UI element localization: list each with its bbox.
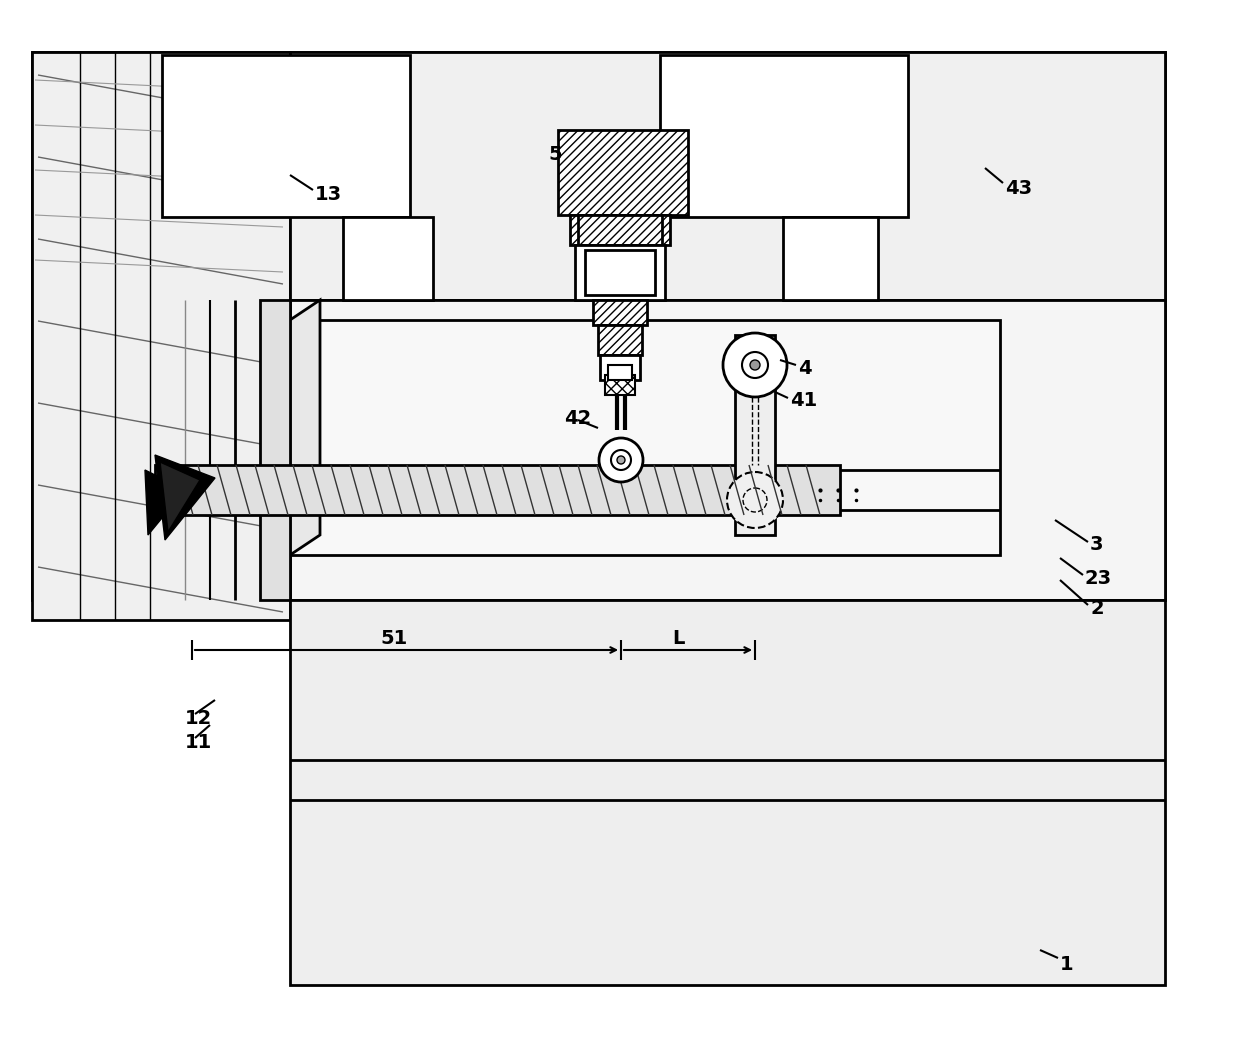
Polygon shape [290,320,999,555]
Polygon shape [32,52,290,620]
Text: 4: 4 [799,358,812,377]
Bar [558,130,688,215]
Polygon shape [290,52,1166,300]
Bar [598,325,642,355]
Bar [608,365,632,380]
Bar [593,300,647,325]
Polygon shape [155,455,215,540]
Text: L: L [672,629,684,648]
Circle shape [727,472,782,528]
Circle shape [750,361,760,370]
Bar [162,54,410,217]
Bar [600,355,640,380]
Text: 42: 42 [564,409,591,428]
Text: 3: 3 [1090,536,1104,554]
Circle shape [743,488,768,512]
Polygon shape [145,470,185,534]
Circle shape [611,450,631,470]
Text: 1: 1 [1060,956,1074,975]
Circle shape [742,352,768,378]
Polygon shape [32,52,1166,601]
Text: 51: 51 [379,629,407,648]
Bar [782,217,878,300]
Text: 5: 5 [548,146,562,165]
Polygon shape [260,300,290,601]
Bar [570,215,670,245]
Circle shape [723,333,787,397]
Text: 43: 43 [1004,178,1032,197]
Text: 2: 2 [1090,598,1104,617]
Bar [585,250,655,294]
Bar [578,215,662,245]
Text: 41: 41 [790,391,817,410]
Bar [343,217,433,300]
Polygon shape [155,465,839,515]
Text: 23: 23 [1085,568,1112,588]
Text: 13: 13 [315,185,342,204]
Bar [575,245,665,300]
Bar [735,335,775,534]
Bar [605,375,635,395]
Circle shape [599,438,644,482]
Text: 11: 11 [185,733,212,751]
Polygon shape [290,601,1166,985]
Polygon shape [290,300,1166,601]
Polygon shape [160,462,200,532]
Circle shape [618,456,625,464]
Bar [660,54,908,217]
Text: 12: 12 [185,708,212,727]
Polygon shape [290,300,320,555]
